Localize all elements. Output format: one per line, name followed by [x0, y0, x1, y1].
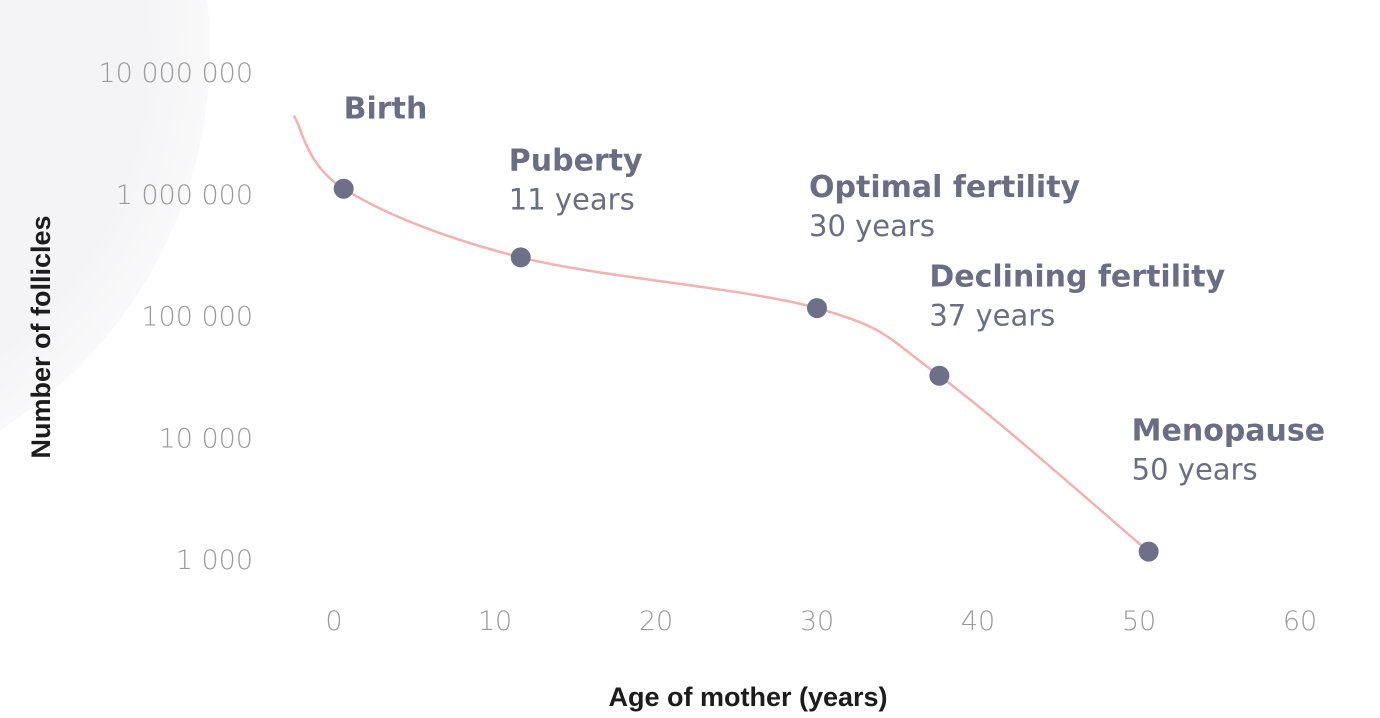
- event-age-label: 11 years: [509, 182, 635, 216]
- data-point: [1138, 541, 1159, 562]
- x-tick-label: 50: [1122, 606, 1156, 637]
- event-age-label: 30 years: [809, 209, 935, 243]
- x-tick-label: 60: [1283, 606, 1317, 637]
- event-label: Birth: [344, 92, 428, 127]
- background-circle: [0, 0, 210, 431]
- event-age-label: 37 years: [929, 299, 1055, 333]
- x-tick-label: 10: [478, 606, 512, 637]
- x-axis-label: Age of mother (years): [608, 682, 887, 712]
- y-tick-label: 1 000: [176, 545, 253, 576]
- x-tick-label: 30: [800, 606, 834, 637]
- y-tick-label: 1 000 000: [116, 180, 253, 211]
- x-tick-label: 0: [325, 606, 342, 637]
- y-axis-label: Number of follicles: [26, 215, 56, 458]
- x-tick-label: 40: [961, 606, 995, 637]
- event-label: Declining fertility: [929, 260, 1225, 295]
- x-tick-label: 20: [639, 606, 673, 637]
- event-label: Puberty: [509, 143, 643, 178]
- event-label: Optimal fertility: [809, 170, 1081, 205]
- y-tick-label: 100 000: [141, 302, 253, 333]
- data-point: [807, 298, 827, 319]
- y-tick-label: 10 000 000: [98, 58, 253, 89]
- event-label: Menopause: [1132, 414, 1325, 449]
- event-age-label: 50 years: [1132, 453, 1258, 487]
- data-point: [929, 365, 950, 386]
- y-tick-label: 10 000: [159, 423, 253, 454]
- data-point: [333, 178, 354, 199]
- data-point: [510, 247, 531, 268]
